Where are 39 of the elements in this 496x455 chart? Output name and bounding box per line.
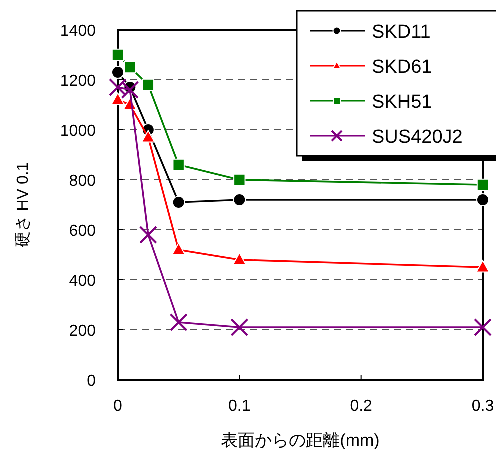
legend-label: SKD61	[372, 57, 432, 78]
point	[142, 130, 156, 143]
x-tick-label: 0.2	[350, 398, 373, 415]
y-axis-title: 硬さ HV 0.1	[15, 162, 32, 248]
x-tick-label: 0.3	[472, 398, 494, 415]
point	[476, 194, 490, 206]
point	[121, 81, 140, 99]
x-axis-title: 表面からの距離(mm)	[221, 431, 380, 450]
point	[230, 318, 249, 336]
point	[172, 196, 186, 209]
y-tick-label: 400	[69, 273, 96, 290]
point	[172, 158, 185, 172]
legend-label: SKH51	[372, 92, 432, 113]
point	[124, 61, 136, 74]
y-tick-label: 600	[69, 223, 96, 240]
y-tick-label: 200	[69, 323, 96, 340]
y-tick-label: 1000	[60, 123, 96, 140]
y-tick-label: 0	[87, 373, 96, 390]
x-tick-label: 0.1	[228, 398, 251, 415]
y-tick-label: 1200	[60, 73, 96, 90]
point	[172, 242, 186, 256]
point	[109, 78, 127, 96]
point	[111, 92, 125, 106]
legend-label: SUS420J2	[372, 127, 463, 148]
point	[139, 226, 158, 244]
point	[476, 260, 490, 273]
point	[142, 78, 155, 92]
point	[474, 318, 492, 336]
x-tick-label: 0	[114, 398, 123, 415]
point	[234, 174, 246, 186]
legend-label: SKD11	[372, 22, 431, 43]
point	[170, 314, 188, 332]
y-tick-label: 800	[69, 173, 96, 190]
point	[476, 178, 490, 192]
point	[112, 48, 124, 62]
y-tick-label: 1400	[60, 23, 96, 40]
point	[232, 252, 247, 266]
point	[112, 66, 124, 79]
point	[233, 194, 246, 206]
